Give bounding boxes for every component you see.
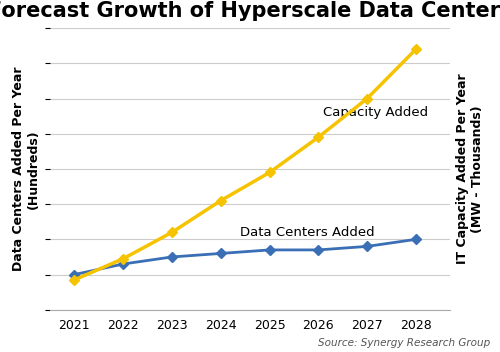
Text: Data Centers Added: Data Centers Added (240, 226, 375, 239)
Y-axis label: IT Capacity Added Per Year
(MW - Thousands): IT Capacity Added Per Year (MW - Thousan… (456, 74, 483, 264)
Title: Forecast Growth of Hyperscale Data Centers: Forecast Growth of Hyperscale Data Cente… (0, 1, 500, 21)
Text: Source: Synergy Research Group: Source: Synergy Research Group (318, 339, 490, 348)
Text: Capacity Added: Capacity Added (323, 106, 428, 119)
Y-axis label: Data Centers Added Per Year
(Hundreds): Data Centers Added Per Year (Hundreds) (12, 67, 40, 271)
